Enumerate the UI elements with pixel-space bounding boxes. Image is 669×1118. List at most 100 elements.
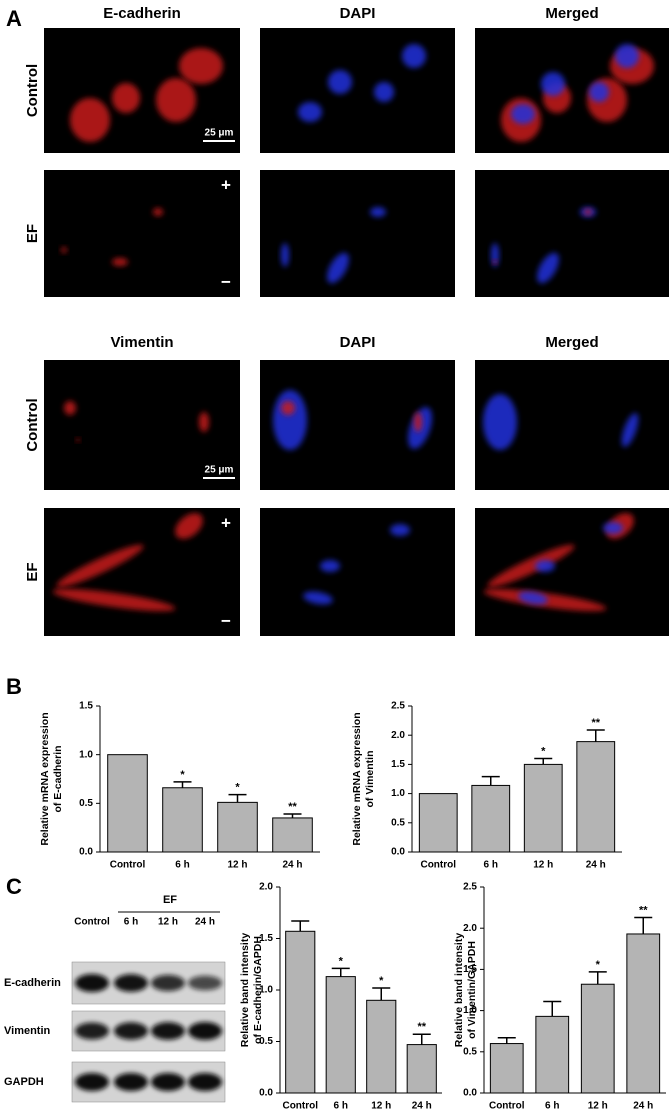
x-tick-label: Control <box>282 1101 318 1112</box>
column-title: Merged <box>545 5 598 22</box>
cell <box>390 524 410 536</box>
group-label: EF <box>163 894 177 906</box>
micrograph <box>260 508 455 636</box>
band <box>151 1022 185 1040</box>
band <box>188 975 222 991</box>
cell <box>535 560 555 572</box>
micrograph <box>44 170 240 297</box>
row-label: Control <box>24 398 41 451</box>
cell <box>76 438 80 442</box>
cell <box>156 78 196 122</box>
x-tick-label: Control <box>489 1101 525 1112</box>
protein-label: Vimentin <box>4 1025 51 1037</box>
y-tick-label: 2.5 <box>463 882 477 893</box>
micrograph <box>260 170 455 297</box>
band <box>151 1073 185 1091</box>
error-bar <box>173 781 192 788</box>
error-bar <box>331 967 350 977</box>
y-tick-label: 2.5 <box>391 701 405 712</box>
bar <box>418 793 458 853</box>
cell <box>273 390 307 450</box>
cell <box>61 247 67 253</box>
y-axis-label: of Vimentin <box>364 751 376 808</box>
error-bar <box>283 813 302 818</box>
panel-label: A <box>6 6 22 31</box>
protein-label: GAPDH <box>4 1076 44 1088</box>
cell <box>483 394 517 450</box>
cell <box>491 243 499 267</box>
cell <box>64 401 76 415</box>
y-axis-label: of E-cadherin <box>52 745 64 812</box>
row-label: Control <box>24 64 41 117</box>
polarity-plus: + <box>221 513 231 532</box>
cell <box>370 207 386 217</box>
y-axis-label: of Vimentin/GAPDH <box>466 941 478 1039</box>
protein-label: E-cadherin <box>4 977 61 989</box>
polarity-minus: − <box>221 272 231 291</box>
y-tick-label: 1.0 <box>79 749 93 760</box>
lane-label: Control <box>74 917 110 928</box>
micrograph <box>475 508 669 636</box>
cell <box>603 522 623 534</box>
cell <box>70 98 110 142</box>
cell <box>112 258 128 266</box>
lane-label: 12 h <box>158 917 178 928</box>
cell <box>303 591 333 605</box>
significance-label: * <box>339 955 344 967</box>
x-tick-label: 6 h <box>484 860 498 871</box>
band <box>188 1022 222 1040</box>
cell <box>589 82 609 102</box>
bar <box>471 784 511 853</box>
column-title: Merged <box>545 334 598 351</box>
cell <box>414 412 422 432</box>
x-tick-label: 12 h <box>371 1101 391 1112</box>
micrograph <box>475 170 669 297</box>
cell <box>327 252 349 284</box>
bar <box>406 1044 437 1094</box>
y-tick-label: 0.5 <box>259 1036 273 1047</box>
error-bar <box>372 987 391 1001</box>
x-tick-label: 6 h <box>334 1101 348 1112</box>
significance-label: ** <box>417 1021 426 1033</box>
micrograph <box>260 28 455 153</box>
column-title: E-cadherin <box>103 5 181 22</box>
cell <box>112 83 140 113</box>
significance-label: * <box>180 769 185 781</box>
cell <box>52 588 176 612</box>
y-tick-label: 0.0 <box>463 1088 477 1099</box>
y-tick-label: 0.5 <box>79 798 93 809</box>
x-tick-label: 24 h <box>412 1101 432 1112</box>
y-tick-label: 1.5 <box>259 933 273 944</box>
bar <box>580 983 615 1094</box>
cell <box>281 401 295 415</box>
cell <box>487 544 575 588</box>
cell <box>175 513 203 539</box>
significance-label: ** <box>591 717 600 729</box>
cell <box>541 72 565 96</box>
bar <box>107 754 148 853</box>
band <box>114 974 148 992</box>
cell <box>153 208 163 216</box>
error-bar <box>586 729 605 742</box>
y-tick-label: 2.0 <box>259 882 273 893</box>
scale-bar-label: 25 μm <box>205 128 234 139</box>
bar <box>489 1043 524 1094</box>
bar <box>285 930 316 1094</box>
y-tick-label: 2.0 <box>391 730 405 741</box>
cell <box>56 544 144 588</box>
x-tick-label: 12 h <box>227 860 247 871</box>
x-tick-label: 6 h <box>175 860 189 871</box>
error-bar <box>543 1000 562 1017</box>
bar <box>325 976 356 1094</box>
y-tick-label: 1.0 <box>391 788 405 799</box>
error-bar <box>588 971 607 985</box>
error-bar <box>412 1033 431 1045</box>
cell <box>374 82 394 102</box>
band <box>151 974 185 992</box>
error-bar <box>228 793 247 803</box>
cell <box>320 560 340 572</box>
error-bar <box>634 916 653 934</box>
band <box>188 1073 222 1091</box>
significance-label: ** <box>288 801 297 813</box>
